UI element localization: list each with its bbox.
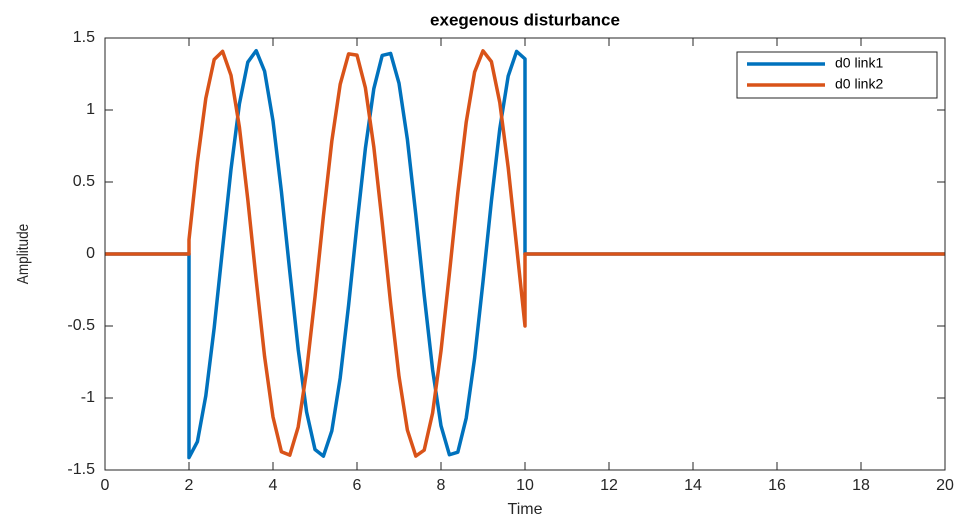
- line-series: [105, 48, 945, 460]
- x-tick-label: 20: [936, 477, 954, 494]
- y-tick-label: 1: [86, 101, 95, 118]
- x-tick-label: 18: [852, 477, 870, 494]
- y-tick-label: 0: [86, 245, 95, 262]
- legend-box: [736, 51, 938, 99]
- legend-label: d0 link1: [835, 55, 883, 71]
- x-tick-label: 8: [437, 477, 446, 494]
- x-tick-label: 4: [269, 477, 278, 494]
- y-tick-label: -1.5: [67, 461, 95, 478]
- chart-title: exegenous disturbance: [430, 10, 620, 29]
- x-tick-label: 14: [684, 477, 702, 494]
- x-tick-label: 2: [185, 477, 194, 494]
- y-tick-label: -1: [81, 389, 95, 406]
- axes-box: [104, 37, 946, 471]
- x-tick-label: 10: [516, 477, 534, 494]
- y-axis-label: Amplitude: [15, 224, 32, 284]
- x-tick-label: 16: [768, 477, 786, 494]
- y-tick-label: 1.5: [73, 29, 95, 46]
- x-tick-label: 0: [101, 477, 110, 494]
- y-tick-label: 0.5: [73, 173, 95, 190]
- legend-label: d0 link2: [835, 76, 883, 92]
- x-tick-label: 6: [353, 477, 362, 494]
- line-series: [105, 49, 945, 458]
- x-axis-label: Time: [508, 501, 543, 518]
- x-tick-label: 12: [600, 477, 618, 494]
- y-tick-label: -0.5: [67, 317, 95, 334]
